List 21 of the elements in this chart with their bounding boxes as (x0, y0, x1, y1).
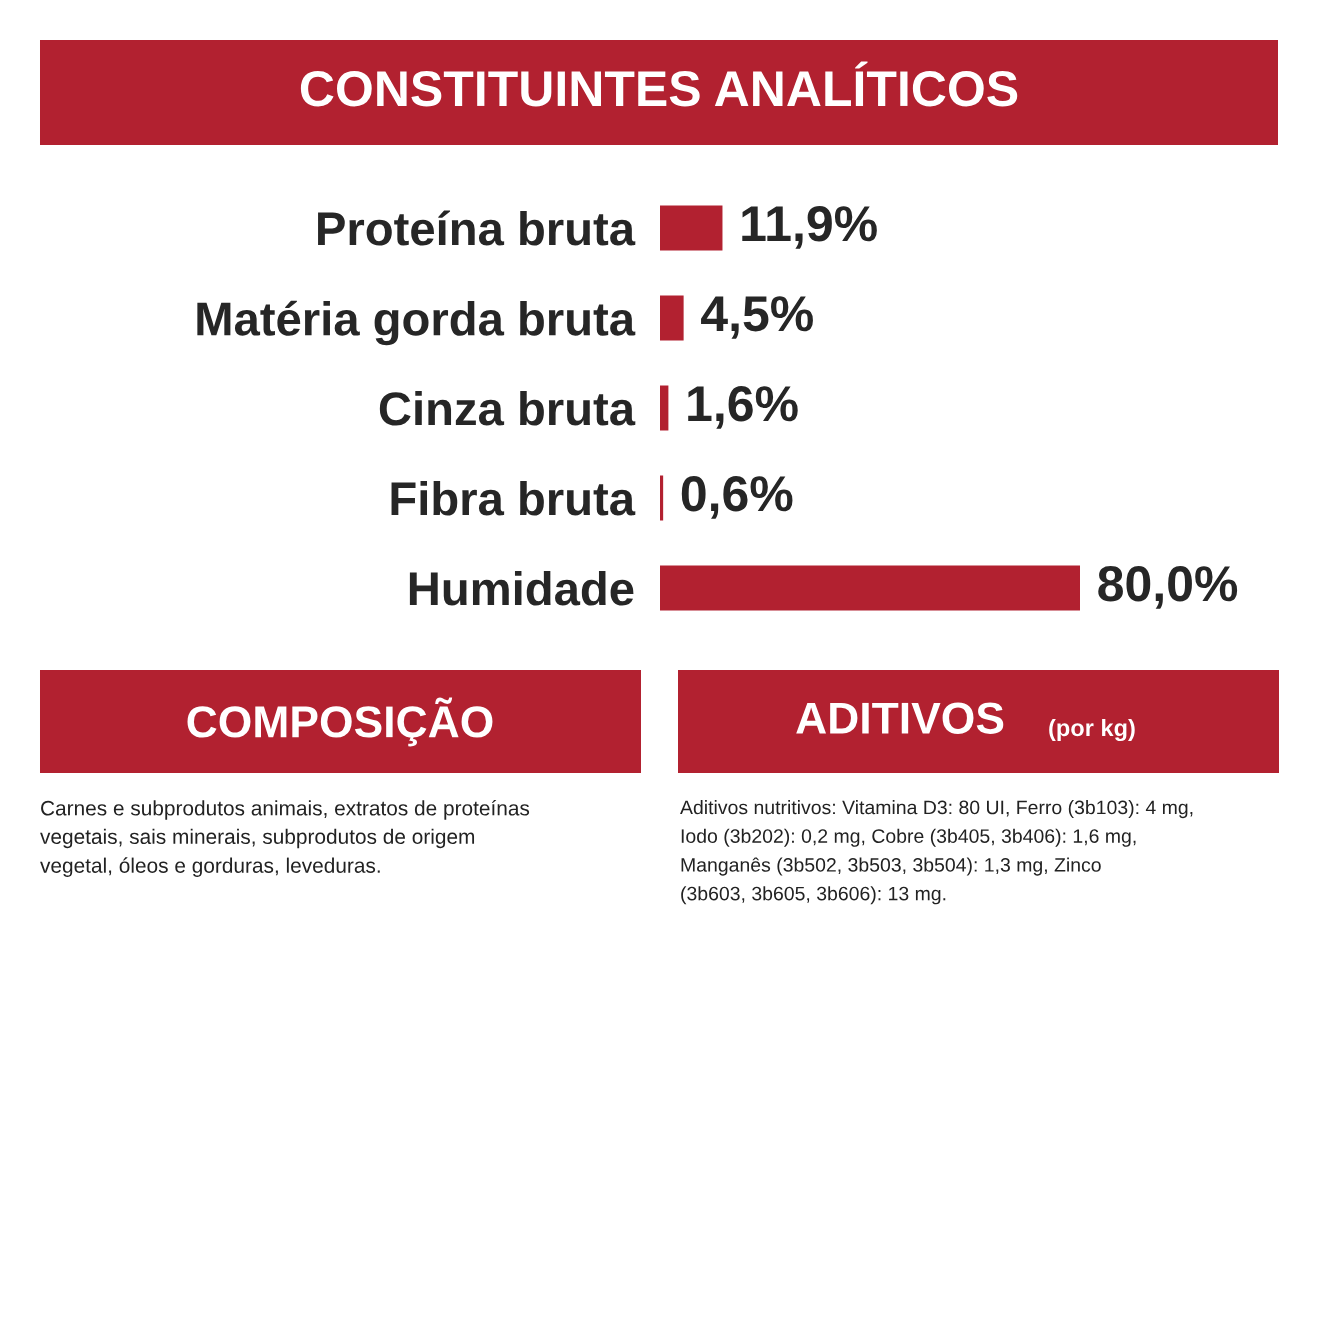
data-label: 11,9% (742, 206, 877, 249)
y-tick-label: Cinza bruta (379, 390, 636, 426)
chart-title: CONSTITUINTES ANALÍTICOS (300, 61, 1018, 107)
y-tick-label: Fibra bruta (391, 480, 636, 516)
data-label: 1,6% (688, 386, 798, 429)
bar (660, 385, 669, 431)
y-tick-label: Matéria gorda bruta (197, 300, 636, 346)
bar (660, 475, 664, 521)
y-tick-label: Proteína bruta (318, 210, 636, 246)
text: COMPOSIÇÃO (187, 697, 493, 747)
bar (660, 205, 723, 251)
y-tick-label: Humidade (409, 570, 634, 606)
data-label: 4,5% (701, 296, 813, 339)
text: (por kg) (1049, 718, 1135, 742)
bar (660, 565, 1080, 611)
text: Carnes e subprodutos animais, extratos de proteínas vegetais, sais minerais, subprodutos de origem vegetal, óleos e gorduras, leveduras. (40, 800, 530, 878)
data-label: 80,0% (1098, 566, 1238, 609)
text: ADITIVOS (796, 702, 1004, 734)
data-label: 0,6% (681, 476, 793, 519)
text: Aditivos nutritivos: Vitamina D3: 80 UI, Ferro (3b103): 4 mg, Iodo (3b202): 0,2 mg, Cobre (3b405, 3b406): 1,6 mg, Manganês (3b502, 3b503, 3b504): 1,3 mg, Zinco (3b603, 3b605, 3b606): 13 mg. (680, 800, 1193, 905)
bar (660, 295, 684, 341)
